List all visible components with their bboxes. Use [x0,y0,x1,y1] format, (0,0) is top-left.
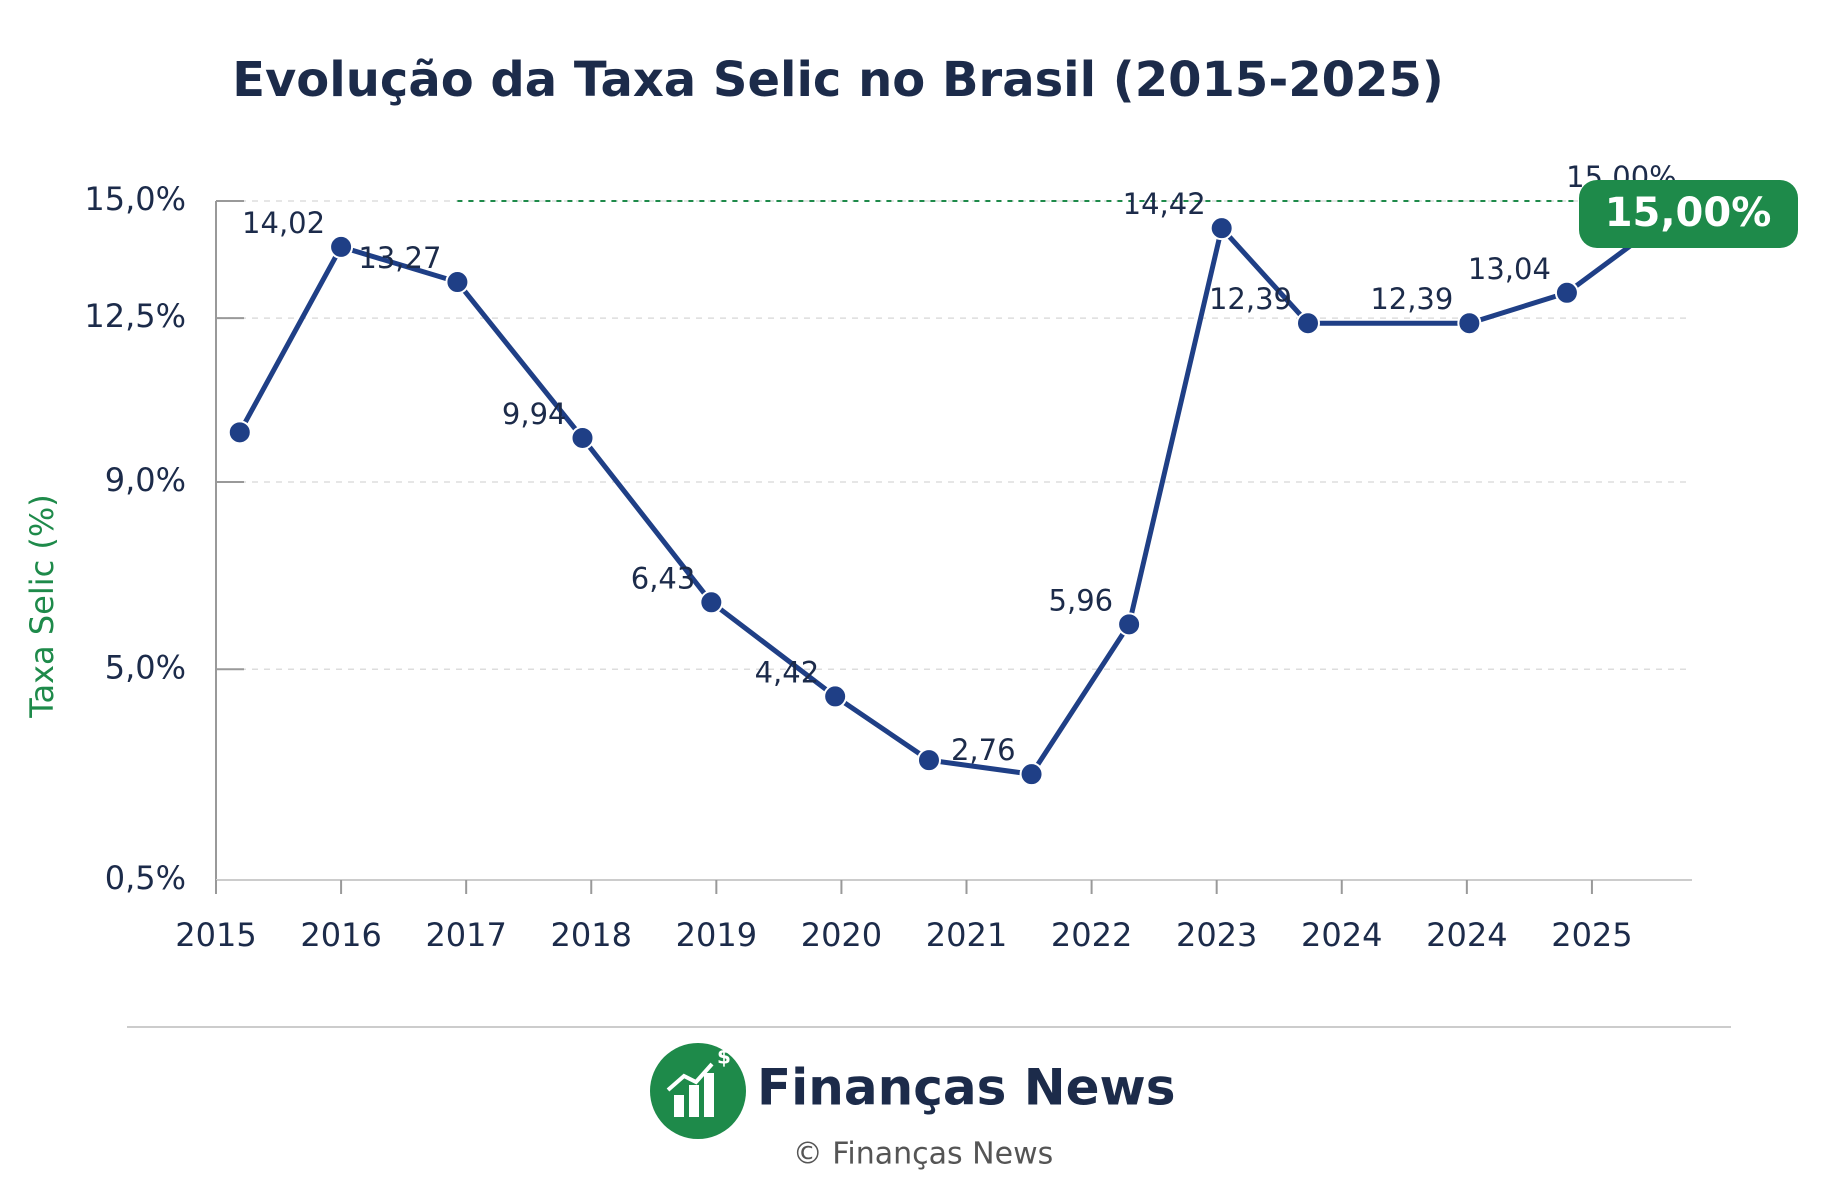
data-label: 6,43 [631,561,696,595]
y-tick-label: 9,0% [105,461,186,499]
data-point [823,684,848,709]
x-tick-label: 2018 [551,916,632,954]
data-point [445,270,470,295]
callout-box [1579,180,1798,248]
data-label: 13,27 [358,241,441,275]
x-tick-label: 2016 [300,916,381,954]
x-tick-label: 2019 [676,916,757,954]
y-axis-label: Taxa Selic (%) [23,494,61,719]
x-tick-label: 2025 [1551,916,1632,954]
data-point [1117,612,1142,637]
copyright: © Finanças News [793,1137,1053,1172]
data-point [1295,311,1320,336]
data-point [227,420,252,445]
data-point [1457,311,1482,336]
data-label: 5,96 [1049,583,1114,617]
data-point [570,425,595,450]
data-label: 14,02 [242,206,325,240]
data-point [916,748,941,773]
callout-text: 15,00% [1605,190,1772,236]
data-label: 9,94 [502,397,567,431]
data-label: 12,39 [1370,282,1453,316]
x-tick-label: 2023 [1176,916,1257,954]
data-label: 14,42 [1123,187,1206,221]
y-tick-label: 15,0% [84,180,186,218]
data-point [699,590,724,615]
y-tick-label: 12,5% [84,297,186,335]
data-point [1019,762,1044,787]
x-tick-label: 2024 [1426,916,1507,954]
data-label: 12,39 [1209,282,1292,316]
data-label: 13,04 [1468,252,1551,286]
y-tick-label: 0,5% [105,859,186,897]
brand: Finanças News [757,1059,1175,1117]
data-label: 2,76 [951,733,1016,767]
x-tick-label: 2024 [1301,916,1382,954]
x-tick-label: 2022 [1051,916,1132,954]
series-line [237,198,1693,777]
x-tick-label: 2017 [425,916,506,954]
data-point [329,234,354,259]
data-point [1209,216,1234,241]
x-tick-label: 2015 [175,916,256,954]
data-label: 4,42 [755,655,820,689]
svg-text:$: $ [717,1045,731,1069]
data-point [1554,280,1579,305]
chart-title: Evolução da Taxa Selic no Brasil (2015-2… [232,52,1444,108]
x-tick-label: 2020 [801,916,882,954]
y-tick-label: 5,0% [105,648,186,686]
x-tick-label: 2021 [926,916,1007,954]
logo: $ [650,1043,746,1139]
